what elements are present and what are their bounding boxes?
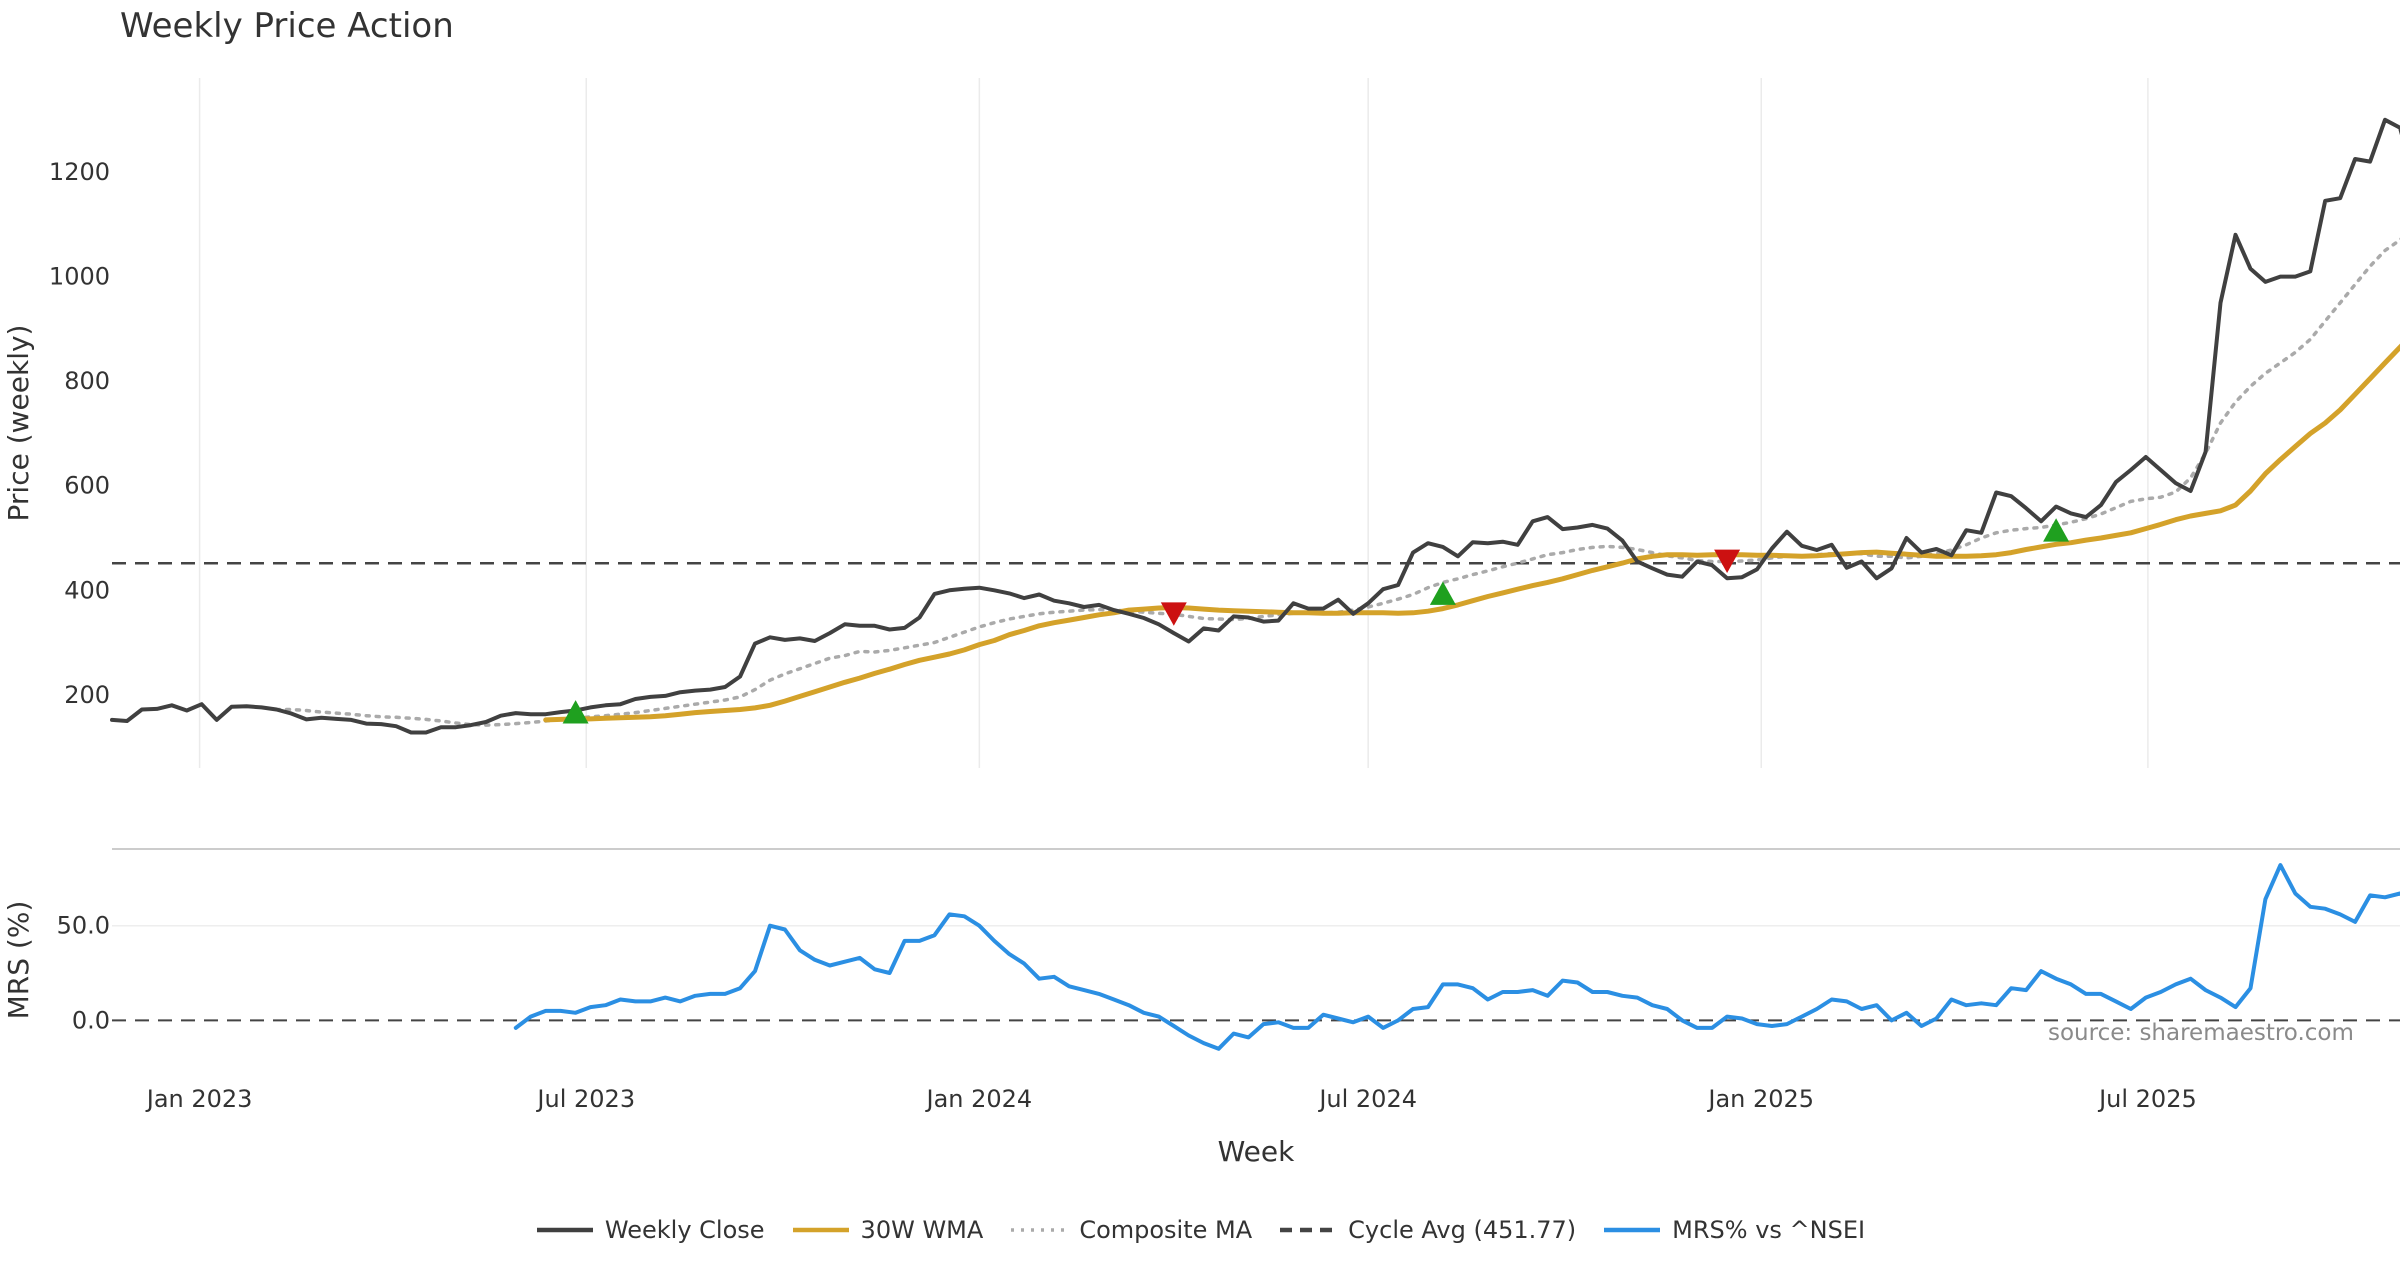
x-tick-label: Jan 2025: [1706, 1085, 1814, 1113]
legend-item: MRS% vs ^NSEI: [1602, 1216, 1865, 1244]
legend-label: Weekly Close: [605, 1216, 765, 1244]
legend-label: 30W WMA: [861, 1216, 984, 1244]
axis-labels: Jan 2023 Jul 2023 Jan 2024 Jul 2024 Jan 2025…: [2, 158, 2197, 1168]
legend-swatch: [791, 1224, 851, 1236]
legend-label: Cycle Avg (451.77): [1348, 1216, 1576, 1244]
mrs-y-tick-label: 50.0: [57, 912, 110, 940]
signal-markers: [563, 518, 2070, 723]
x-tick-label: Jul 2024: [1317, 1085, 1417, 1113]
legend: Weekly Close 30W WMA Composite MA Cycle Avg…: [0, 1210, 2400, 1250]
x-tick-label: Jul 2023: [535, 1085, 635, 1113]
legend-swatch: [1278, 1224, 1338, 1236]
price-y-axis-title: Price (weekly): [2, 325, 35, 522]
x-tick-label: Jul 2025: [2097, 1085, 2197, 1113]
price-y-tick-label: 400: [64, 576, 110, 604]
legend-swatch: [1602, 1224, 1662, 1236]
legend-item: 30W WMA: [791, 1216, 984, 1244]
legend-swatch: [535, 1224, 595, 1236]
x-tick-label: Jan 2023: [145, 1085, 253, 1113]
x-tick-label: Jan 2024: [924, 1085, 1032, 1113]
source-annotation: source: sharemaestro.com: [2048, 1020, 2354, 1046]
price-y-tick-label: 200: [64, 681, 110, 709]
legend-item: Weekly Close: [535, 1216, 765, 1244]
price-y-tick-label: 600: [64, 472, 110, 500]
legend-item: Composite MA: [1009, 1216, 1252, 1244]
price-y-tick-label: 1000: [49, 263, 110, 291]
legend-label: MRS% vs ^NSEI: [1672, 1216, 1865, 1244]
price-y-tick-label: 800: [64, 367, 110, 395]
mrs-y-tick-label: 0.0: [72, 1006, 110, 1034]
weekly-close-line: [112, 115, 2400, 733]
series-layer: [112, 115, 2400, 1049]
grid-layer: [112, 78, 2400, 926]
mrs-y-axis-title: MRS (%): [2, 901, 35, 1020]
legend-label: Composite MA: [1079, 1216, 1252, 1244]
chart-title: Weekly Price Action: [120, 6, 454, 46]
x-axis-title: Week: [1218, 1135, 1295, 1168]
composite-ma-line: [277, 204, 2400, 726]
legend-swatch: [1009, 1224, 1069, 1236]
price-y-tick-label: 1200: [49, 158, 110, 186]
reference-lines: [112, 563, 2400, 1020]
legend-item: Cycle Avg (451.77): [1278, 1216, 1576, 1244]
